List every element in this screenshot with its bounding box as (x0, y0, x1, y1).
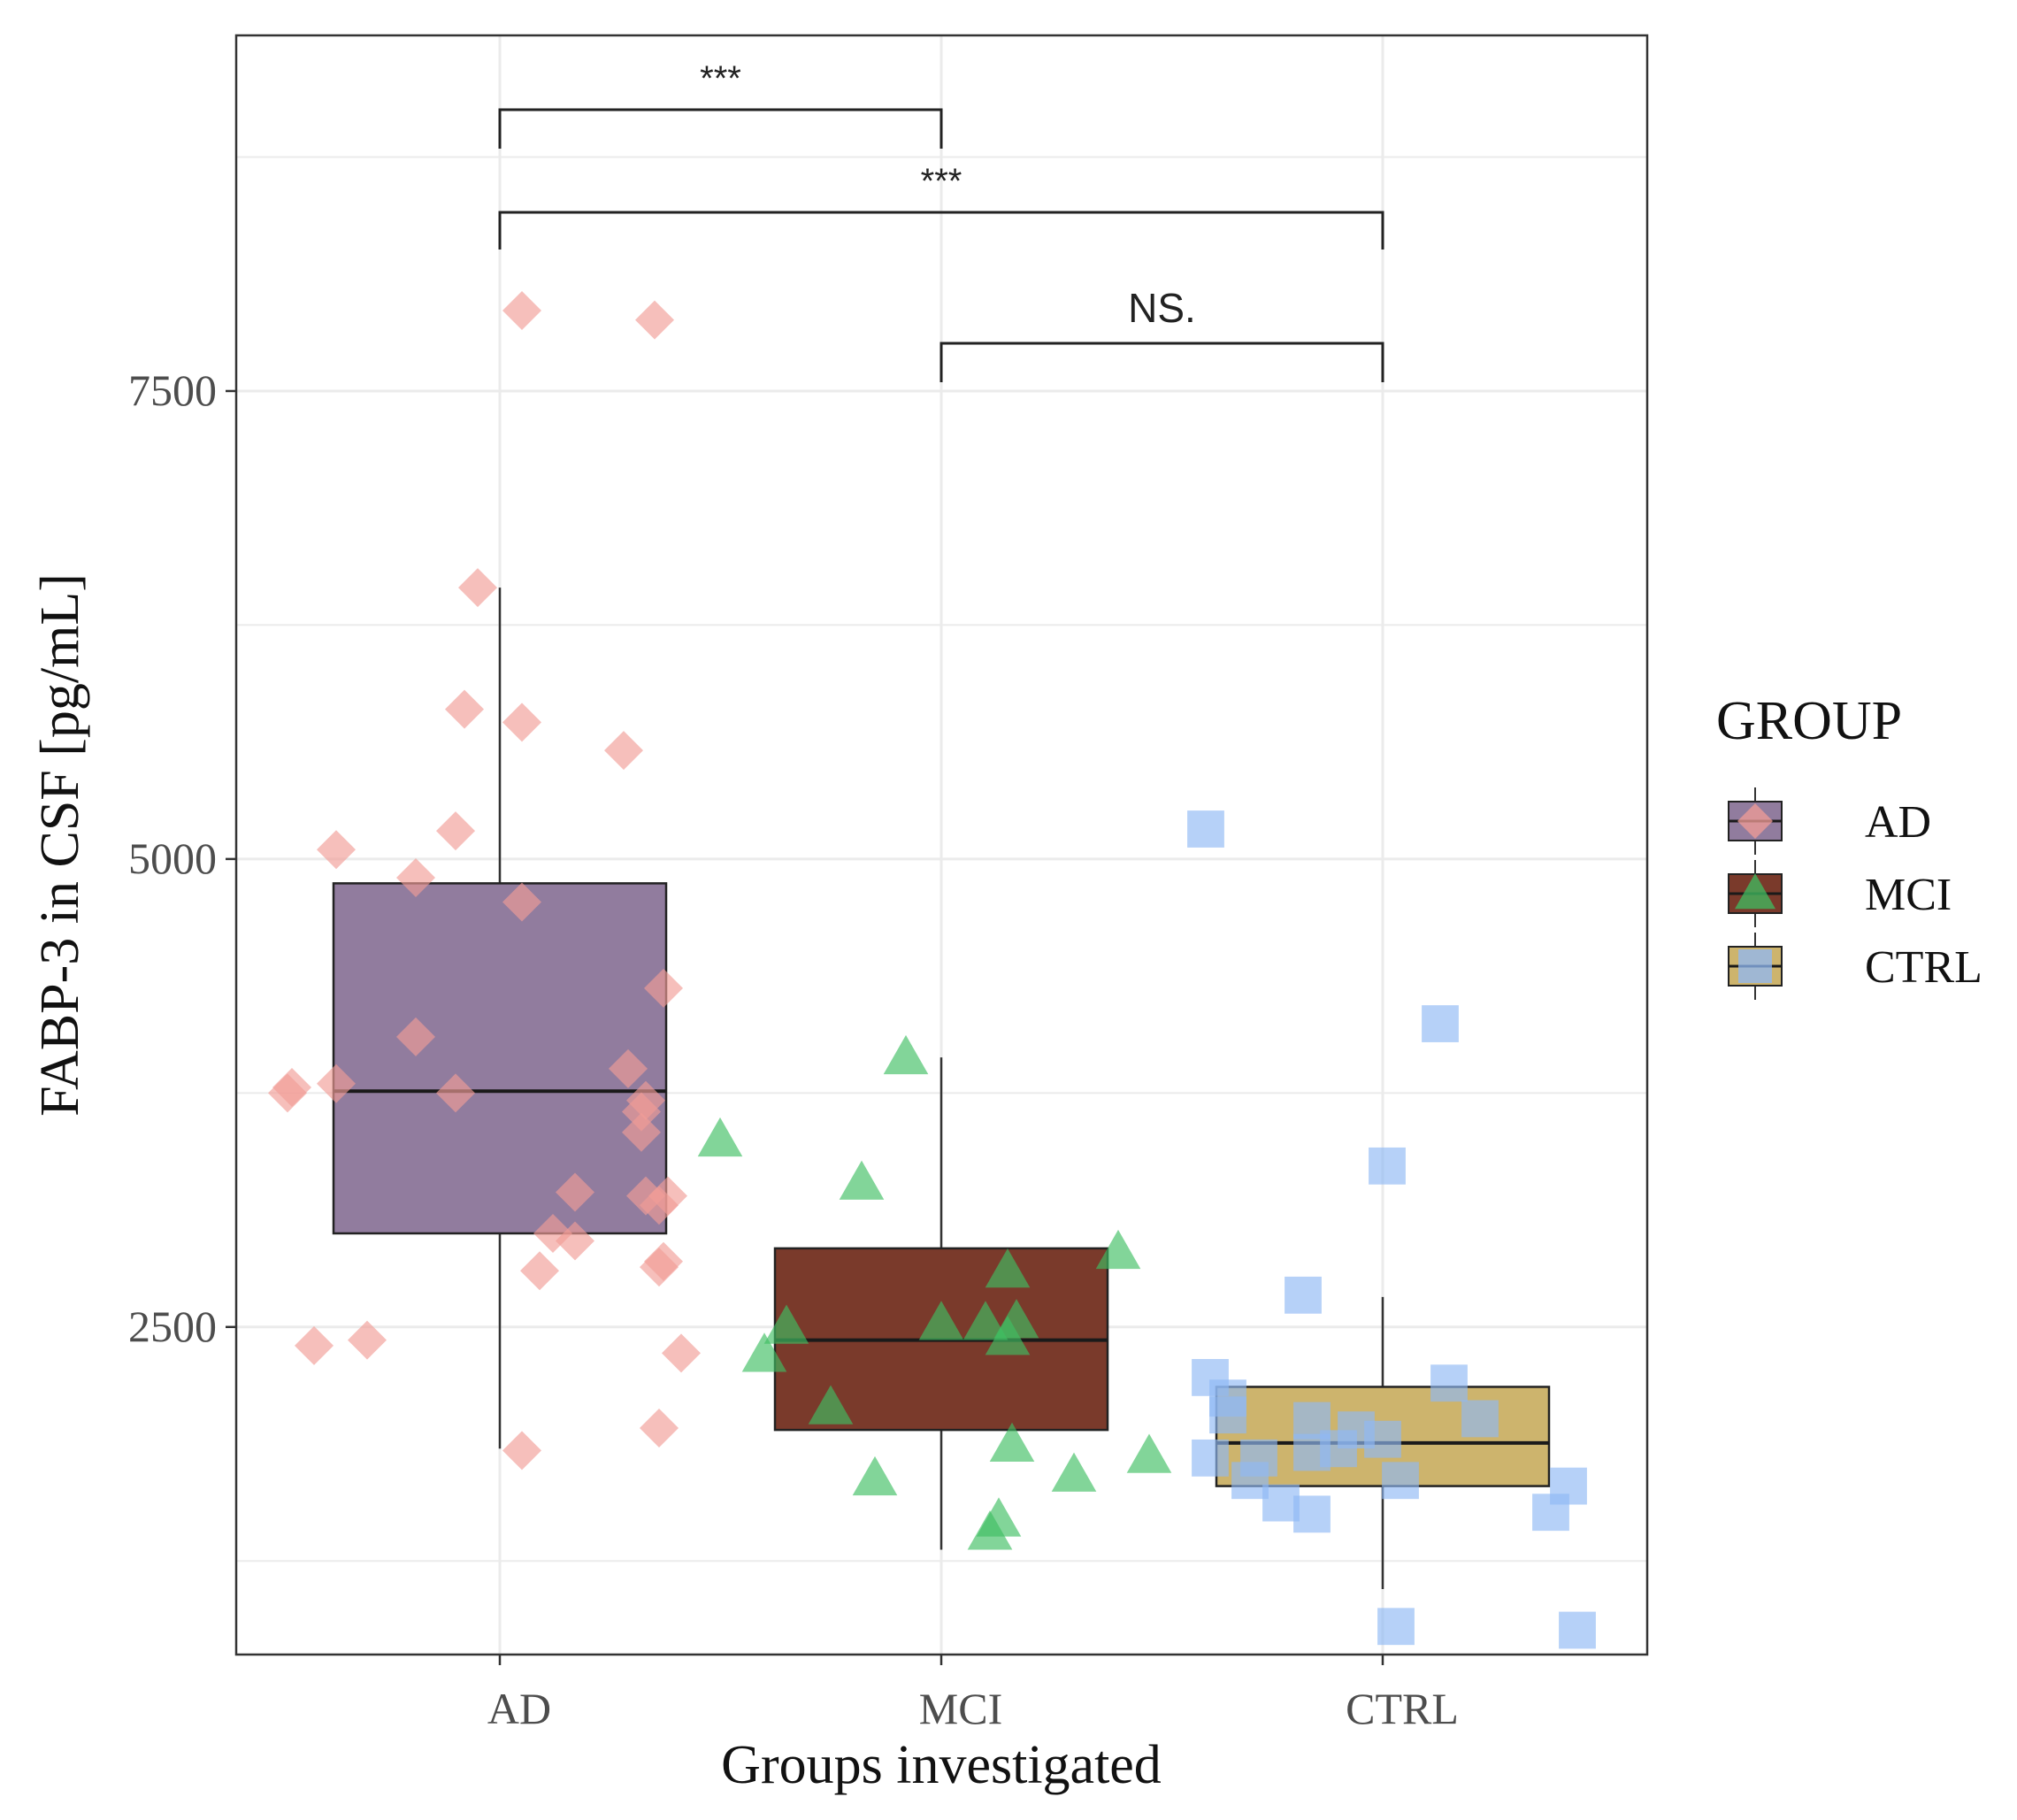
point-ad (502, 1431, 541, 1471)
point-ad (317, 1064, 356, 1103)
legend-item-ad: AD (1728, 787, 1931, 855)
bracket-line (939, 342, 1384, 382)
point-mci (852, 1455, 898, 1496)
point-ad (502, 703, 541, 742)
significance-label: NS. (1128, 285, 1196, 331)
point-mci (985, 1248, 1031, 1288)
significance-label: *** (700, 59, 741, 98)
legend: GROUP AD MCI CTRL (1716, 691, 1982, 1000)
point-ctrl (1192, 1439, 1229, 1477)
point-ad (662, 1333, 701, 1373)
point-mci (883, 1034, 929, 1075)
point-ad (317, 830, 356, 870)
x-tick-label: AD (487, 1684, 551, 1733)
point-ad (436, 811, 475, 851)
point-ad (648, 1176, 687, 1216)
point-ctrl (1369, 1147, 1406, 1185)
point-ad (502, 290, 541, 330)
point-ad (295, 1325, 334, 1365)
point-ctrl (1461, 1400, 1499, 1438)
point-mci (989, 1422, 1035, 1463)
point-ctrl (1262, 1484, 1300, 1522)
point-mci (1051, 1452, 1097, 1492)
point-ctrl (1422, 1005, 1459, 1042)
y-tick-label: 5000 (128, 833, 217, 883)
point-ctrl (1209, 1396, 1246, 1434)
bracket-line (498, 108, 943, 149)
significance-label: *** (921, 162, 962, 201)
legend-label: CTRL (1865, 942, 1982, 993)
point-ctrl (1559, 1611, 1596, 1649)
point-mci (962, 1301, 1008, 1340)
point-ad (520, 1251, 559, 1291)
point-ctrl (1285, 1276, 1322, 1314)
legend-key-marker (1735, 873, 1775, 910)
y-axis-title: FABP-3 in CSF [pg/mL] (30, 573, 90, 1117)
box-iqr (332, 882, 668, 1235)
point-ad (445, 689, 484, 729)
bracket-line (498, 211, 1384, 250)
point-ctrl (1430, 1364, 1468, 1402)
legend-label: AD (1865, 797, 1931, 848)
legend-label: MCI (1865, 870, 1952, 920)
y-tick-label: 2500 (128, 1302, 217, 1351)
x-tick-label: MCI (919, 1684, 1002, 1733)
point-mci (993, 1299, 1039, 1339)
point-ad (396, 1017, 435, 1056)
point-ctrl (1550, 1467, 1587, 1505)
point-mci (976, 1497, 1022, 1537)
point-ad (458, 568, 497, 608)
point-mci (741, 1332, 787, 1372)
point-ad (626, 1080, 665, 1120)
x-tick-label: CTRL (1346, 1684, 1459, 1733)
point-ctrl (1382, 1462, 1419, 1500)
legend-item-mci: MCI (1728, 860, 1952, 927)
point-ad (502, 882, 541, 922)
legend-key-marker (1737, 803, 1773, 839)
point-mci (808, 1385, 854, 1425)
legend-item-ctrl: CTRL (1728, 933, 1982, 1000)
point-ad (604, 731, 643, 771)
legend-key-marker (1738, 949, 1772, 983)
point-mci (697, 1117, 743, 1157)
point-ctrl (1377, 1608, 1415, 1646)
point-mci (763, 1304, 809, 1344)
y-tick-label: 7500 (128, 365, 217, 415)
point-mci (1126, 1433, 1172, 1473)
point-mci (918, 1301, 964, 1340)
point-ad (556, 1172, 594, 1212)
significance-bracket: *** (498, 162, 1384, 250)
point-ad (272, 1067, 311, 1107)
point-ad (640, 1409, 679, 1448)
point-ad (436, 1073, 475, 1113)
point-ctrl (1240, 1439, 1277, 1477)
point-ctrl (1293, 1495, 1331, 1533)
point-ad (396, 858, 435, 898)
point-ad (644, 968, 683, 1008)
significance-annotations: *** *** NS. (498, 59, 1384, 382)
point-ctrl (1187, 810, 1224, 848)
point-ad (348, 1320, 387, 1360)
legend-title: GROUP (1716, 691, 1902, 751)
point-ad (622, 1112, 661, 1152)
point-ad (609, 1048, 648, 1088)
significance-bracket: *** (498, 59, 943, 149)
point-ad (640, 1248, 679, 1287)
box-ad (332, 587, 668, 1449)
x-axis-title: Groups investigated (721, 1735, 1162, 1795)
axes: 2500 5000 7500 AD MCI CTRL (128, 365, 1459, 1733)
point-mci (839, 1160, 885, 1200)
data-points (268, 290, 1596, 1649)
point-ad (635, 300, 674, 340)
point-ad (556, 1221, 594, 1261)
point-mci (1095, 1229, 1141, 1270)
point-ctrl (1364, 1420, 1401, 1458)
significance-bracket: NS. (939, 285, 1384, 382)
